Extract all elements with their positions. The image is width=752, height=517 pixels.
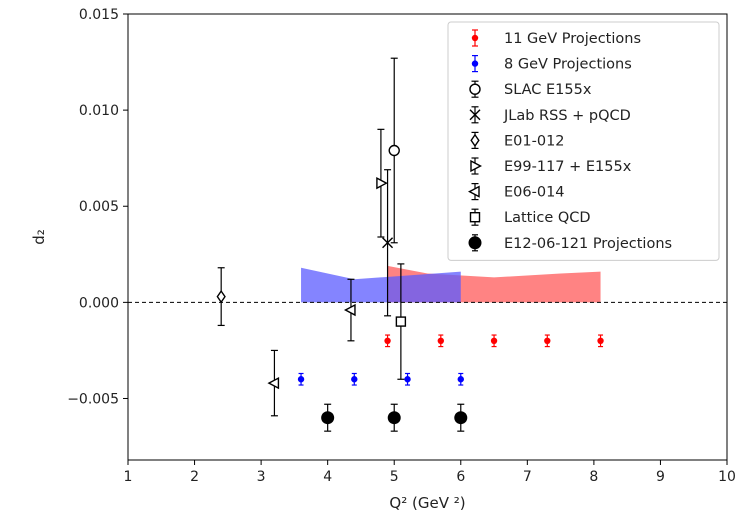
data-point bbox=[457, 376, 464, 383]
data-point bbox=[454, 411, 468, 425]
legend-label: JLab RSS + pQCD bbox=[503, 108, 631, 124]
x-tick-label: 1 bbox=[124, 469, 133, 485]
legend-label: SLAC E155x bbox=[504, 82, 592, 98]
legend-label: Lattice QCD bbox=[504, 210, 591, 226]
data-point bbox=[351, 376, 358, 383]
legend-marker bbox=[471, 60, 479, 67]
legend-item: 8 GeV Projections bbox=[471, 54, 632, 73]
legend-item: 11 GeV Projections bbox=[471, 29, 641, 47]
data-point bbox=[388, 144, 400, 157]
y-tick-label: 0.005 bbox=[79, 199, 119, 215]
data-point bbox=[544, 337, 551, 345]
legend-marker bbox=[469, 83, 481, 95]
x-tick-label: 7 bbox=[523, 469, 532, 485]
series-1 bbox=[297, 372, 464, 386]
y-tick-label: −0.005 bbox=[67, 391, 119, 407]
data-point bbox=[597, 337, 604, 345]
x-tick-label: 6 bbox=[456, 469, 465, 485]
data-point bbox=[490, 337, 498, 345]
series-7 bbox=[395, 263, 407, 380]
legend-label: E06-014 bbox=[504, 185, 565, 201]
legend-label: E99-117 + E155x bbox=[504, 159, 632, 175]
legend-marker bbox=[470, 133, 480, 148]
legend-box bbox=[447, 21, 720, 261]
data-point bbox=[343, 303, 356, 317]
legend-marker bbox=[470, 159, 483, 173]
legend-label: E12-06-121 Projections bbox=[504, 236, 672, 252]
y-axis: 0.015 0.010 0.005 0.000 −0.005 bbox=[67, 7, 128, 407]
y-axis-label: d₂ bbox=[30, 229, 48, 245]
data-point bbox=[267, 376, 280, 390]
x-tick-label: 5 bbox=[390, 469, 399, 485]
x-tick-label: 8 bbox=[589, 469, 598, 485]
series-4 bbox=[216, 267, 226, 327]
legend-label: E01-012 bbox=[504, 133, 565, 149]
data-point bbox=[321, 411, 335, 425]
legend-item: Lattice QCD bbox=[469, 208, 591, 226]
y-tick-label: 0.015 bbox=[79, 7, 119, 23]
data-point bbox=[395, 316, 407, 327]
data-point bbox=[387, 411, 401, 425]
x-axis-label: Q² (GeV ²) bbox=[389, 494, 465, 512]
x-tick-label: 3 bbox=[257, 469, 266, 485]
y-tick-label: 0.010 bbox=[79, 103, 119, 119]
x-tick-label: 9 bbox=[656, 469, 665, 485]
series-3 bbox=[382, 169, 394, 317]
legend-item: E99-117 + E155x bbox=[470, 157, 632, 175]
y-tick-label: 0.000 bbox=[79, 295, 119, 311]
data-point bbox=[384, 337, 391, 345]
legend-label: 8 GeV Projections bbox=[504, 57, 632, 73]
series-8 bbox=[321, 403, 468, 432]
x-axis: 1 2 3 4 5 6 7 8 9 10 bbox=[124, 460, 736, 485]
legend-label: 11 GeV Projections bbox=[504, 31, 641, 47]
series-6 bbox=[267, 278, 356, 417]
data-point bbox=[404, 376, 411, 383]
x-tick-label: 2 bbox=[190, 469, 199, 485]
uncertainty-band-1 bbox=[301, 267, 461, 303]
plot-area bbox=[128, 57, 727, 432]
legend-marker bbox=[471, 34, 479, 42]
legend-item: E12-06-121 Projections bbox=[468, 234, 672, 252]
legend: 11 GeV Projections 8 GeV Projections SLAC … bbox=[447, 21, 720, 261]
data-point bbox=[437, 337, 445, 345]
x-tick-label: 4 bbox=[323, 469, 332, 485]
data-point bbox=[297, 376, 305, 383]
series-2 bbox=[388, 57, 400, 244]
legend-marker bbox=[469, 109, 481, 121]
legend-marker bbox=[469, 211, 481, 223]
legend-item: E06-014 bbox=[467, 183, 565, 201]
legend-item: JLab RSS + pQCD bbox=[469, 106, 631, 124]
x-tick-label: 10 bbox=[718, 469, 736, 485]
data-point bbox=[376, 177, 388, 190]
series-0 bbox=[384, 334, 604, 348]
legend-marker bbox=[467, 185, 480, 198]
data-point bbox=[216, 289, 226, 304]
legend-item: E01-012 bbox=[470, 131, 565, 149]
legend-marker bbox=[468, 236, 482, 250]
plot-frame bbox=[127, 13, 728, 461]
series-5 bbox=[376, 128, 388, 238]
legend-item: SLAC E155x bbox=[469, 80, 592, 98]
data-point bbox=[382, 237, 394, 249]
